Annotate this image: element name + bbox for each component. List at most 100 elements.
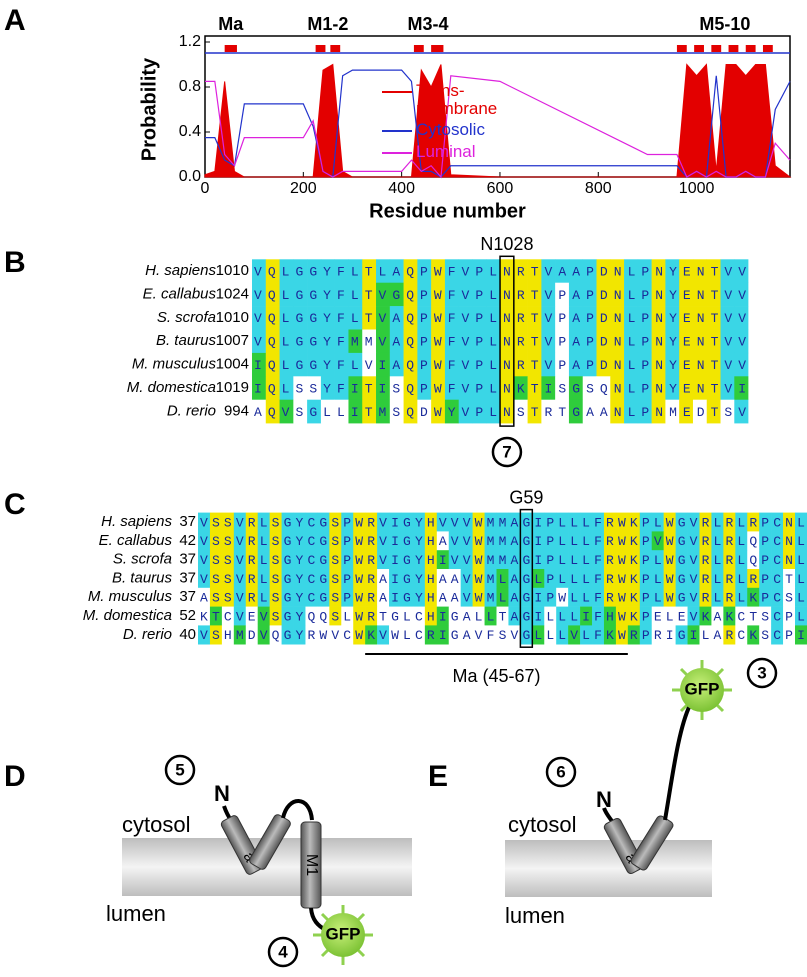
residue-cell — [436, 550, 450, 570]
residue-cell — [431, 376, 446, 400]
residue-cell — [555, 259, 570, 283]
residue-cell — [568, 306, 584, 330]
residue-cell — [699, 606, 712, 626]
residue-cell — [568, 606, 581, 626]
residue-cell — [252, 352, 267, 377]
residue-cell — [679, 376, 694, 400]
helix-segment — [728, 45, 739, 52]
residue-cell — [610, 399, 625, 424]
residue-cell — [624, 306, 639, 330]
residue-cell — [610, 329, 625, 354]
residue-cell — [706, 306, 721, 330]
residue-cell — [341, 625, 354, 645]
residue-cell — [305, 606, 318, 626]
residue-cell — [472, 587, 485, 607]
residue-cell — [580, 569, 593, 589]
residue-cell — [233, 550, 247, 570]
start-position: 37 — [179, 551, 196, 568]
residue-cell — [603, 606, 617, 626]
residue-cell — [639, 531, 653, 551]
residue-cell — [245, 531, 258, 551]
residue-cell — [400, 531, 414, 551]
residue-cell — [687, 606, 700, 626]
marker: 7 — [502, 442, 511, 461]
residue-cell — [568, 282, 584, 307]
residue-cell — [639, 512, 653, 532]
residue-cell — [209, 625, 223, 645]
residue-cell — [541, 306, 556, 330]
residue-cell — [541, 282, 556, 307]
residue-cell — [417, 399, 432, 424]
residue-cell — [353, 550, 366, 570]
helix-m1: M1 — [300, 821, 322, 909]
residue-cell — [500, 259, 515, 283]
residue-cell — [209, 587, 223, 607]
residue-cell — [735, 569, 748, 589]
residue-cell — [458, 329, 473, 354]
residue-cell — [651, 306, 666, 330]
residue-cell — [520, 625, 533, 645]
residue-cell — [209, 569, 223, 589]
residue-cell — [771, 587, 784, 607]
residue-cell — [603, 587, 617, 607]
residue-cell — [520, 512, 533, 532]
residue-cell — [610, 282, 625, 307]
residue-cell — [377, 531, 390, 551]
residue-cell — [692, 329, 708, 354]
residue-cell — [353, 569, 366, 589]
residue-cell — [198, 587, 211, 607]
residue-cell — [269, 531, 282, 551]
residue-cell — [513, 376, 528, 400]
residue-cell — [532, 569, 545, 589]
residue-cell — [400, 625, 414, 645]
residue-cell — [687, 531, 700, 551]
residue-cell — [759, 606, 772, 626]
residue-cell — [723, 550, 736, 570]
residue-cell — [735, 550, 748, 570]
residue-cell — [484, 569, 497, 589]
residue-cell — [362, 376, 377, 400]
residue-cell — [675, 531, 688, 551]
residue-cell — [484, 531, 497, 551]
y-tick-label: 0.0 — [179, 168, 201, 185]
residue-cell — [348, 282, 363, 307]
residue-cell — [317, 625, 330, 645]
start-position: 37 — [179, 569, 196, 586]
residue-cell — [592, 606, 605, 626]
residue-cell — [431, 329, 446, 354]
sequence: VSSVRLSGYCGSPWRVIGYHAVVWMMAGIPLLLFRWKPVW… — [200, 534, 805, 549]
residue-cell — [706, 259, 721, 283]
residue-cell — [484, 512, 497, 532]
residue-cell — [362, 329, 377, 354]
residue-cell — [307, 306, 322, 330]
residue-cell — [431, 282, 446, 307]
residue-cell — [329, 512, 342, 532]
residue-cell — [460, 606, 473, 626]
residue-cell — [417, 329, 432, 354]
residue-cell — [377, 625, 390, 645]
residue-cell — [520, 587, 533, 607]
residue-cell — [431, 399, 446, 424]
residue-cell — [615, 512, 629, 532]
residue-cell — [699, 512, 712, 532]
residue-cell — [486, 282, 501, 307]
lumen-label: lumen — [106, 901, 166, 926]
residue-cell — [544, 569, 557, 589]
residue-cell — [444, 259, 459, 283]
residue-cell — [293, 329, 308, 354]
residue-cell — [541, 376, 556, 400]
residue-cell — [365, 587, 378, 607]
area — [204, 63, 792, 178]
residue-cell — [245, 587, 258, 607]
residue-cell — [198, 606, 211, 626]
residue-cell — [376, 329, 391, 354]
residue-cell — [580, 606, 593, 626]
residue-cell — [582, 282, 597, 307]
residue-cell — [735, 512, 748, 532]
residue-cell — [639, 587, 653, 607]
residue-cell — [279, 352, 294, 377]
residue-cell — [448, 606, 461, 626]
residue-cell — [307, 259, 322, 283]
residue-cell — [580, 512, 593, 532]
residue-cell — [555, 376, 570, 400]
